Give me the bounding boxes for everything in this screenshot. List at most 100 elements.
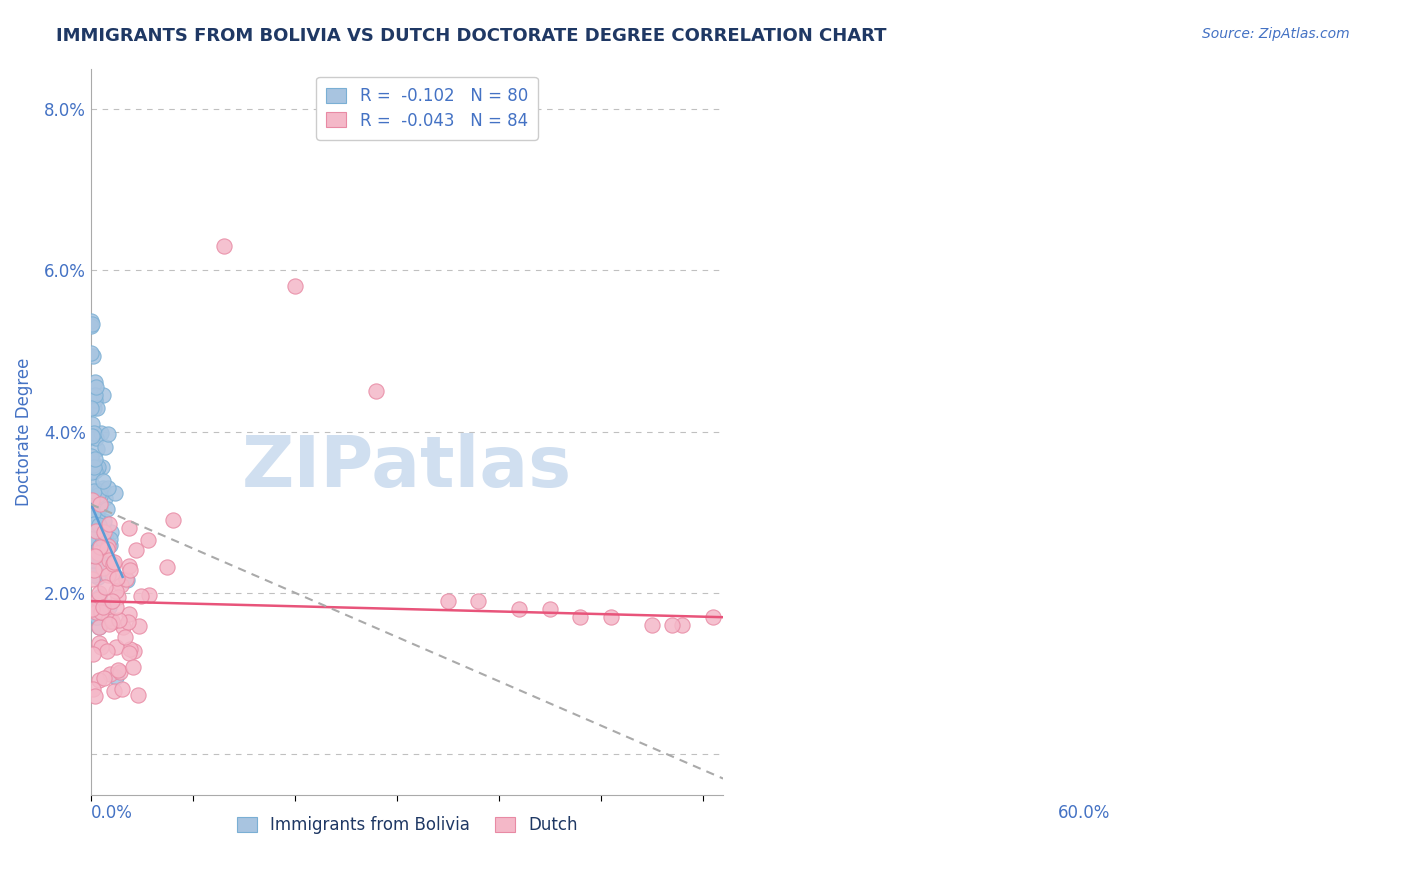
Point [136,533,159,547]
Point [86,442,108,457]
Point [82,349,104,363]
Point [111,681,134,696]
Point [86,513,108,527]
Point [87,570,110,584]
Text: 60.0%: 60.0% [1059,805,1111,822]
Point [84,558,107,572]
Point [120,563,142,577]
Point [83,516,105,531]
Point [86,461,108,475]
Point [93,491,115,506]
Point [212,239,235,253]
Point [89,517,111,532]
Point [84,610,107,624]
Point [82,318,104,332]
Point [86,554,108,568]
Point [114,630,136,644]
Point [93,514,115,528]
Point [87,484,110,499]
Point [128,619,150,633]
Point [97,427,120,442]
Point [103,555,125,569]
Point [90,640,112,655]
Point [83,531,105,545]
Point [83,567,105,582]
Point [661,618,683,632]
Point [108,613,131,627]
Point [84,380,107,394]
Legend: Immigrants from Bolivia, Dutch: Immigrants from Bolivia, Dutch [226,806,588,845]
Point [641,618,664,632]
Point [162,513,184,527]
Point [105,584,128,599]
Point [97,539,120,553]
Point [107,571,129,585]
Point [89,500,111,514]
Point [83,425,105,440]
Point [101,615,124,629]
Point [138,588,160,602]
Point [103,485,125,500]
Point [86,508,108,523]
Point [121,660,143,674]
Point [87,620,110,634]
Point [80,476,103,491]
Point [84,549,107,563]
Point [94,441,117,455]
Point [84,451,107,466]
Point [96,644,118,658]
Point [87,673,110,688]
Point [83,483,105,498]
Point [112,620,135,634]
Point [90,426,112,441]
Point [87,620,110,634]
Point [80,493,103,508]
Point [82,506,104,520]
Point [94,548,117,562]
Point [103,569,125,583]
Point [107,590,129,604]
Point [671,618,693,632]
Point [80,429,103,443]
Point [82,466,104,480]
Point [90,546,112,560]
Point [91,533,114,547]
Point [124,542,146,557]
Point [94,581,117,595]
Point [80,314,103,328]
Point [87,540,110,554]
Point [90,606,112,620]
Point [100,594,122,608]
Point [538,602,561,616]
Point [84,393,107,408]
Point [100,539,122,553]
Text: 0.0%: 0.0% [91,805,132,822]
Point [96,501,118,516]
Point [87,636,110,650]
Point [91,388,114,402]
Point [87,488,110,502]
Point [82,681,104,696]
Point [702,610,724,624]
Point [91,599,114,614]
Point [84,689,107,703]
Point [80,450,103,464]
Y-axis label: Doctorate Degree: Doctorate Degree [15,358,32,506]
Point [508,602,530,616]
Point [100,525,122,540]
Point [118,641,141,656]
Point [284,279,307,293]
Point [82,417,104,431]
Point [80,572,103,586]
Point [84,431,107,445]
Point [118,521,141,535]
Point [83,401,105,415]
Point [105,640,128,655]
Point [98,533,121,547]
Point [108,665,131,679]
Point [87,546,110,560]
Point [80,489,103,503]
Point [80,401,103,415]
Point [96,541,118,556]
Point [156,560,179,574]
